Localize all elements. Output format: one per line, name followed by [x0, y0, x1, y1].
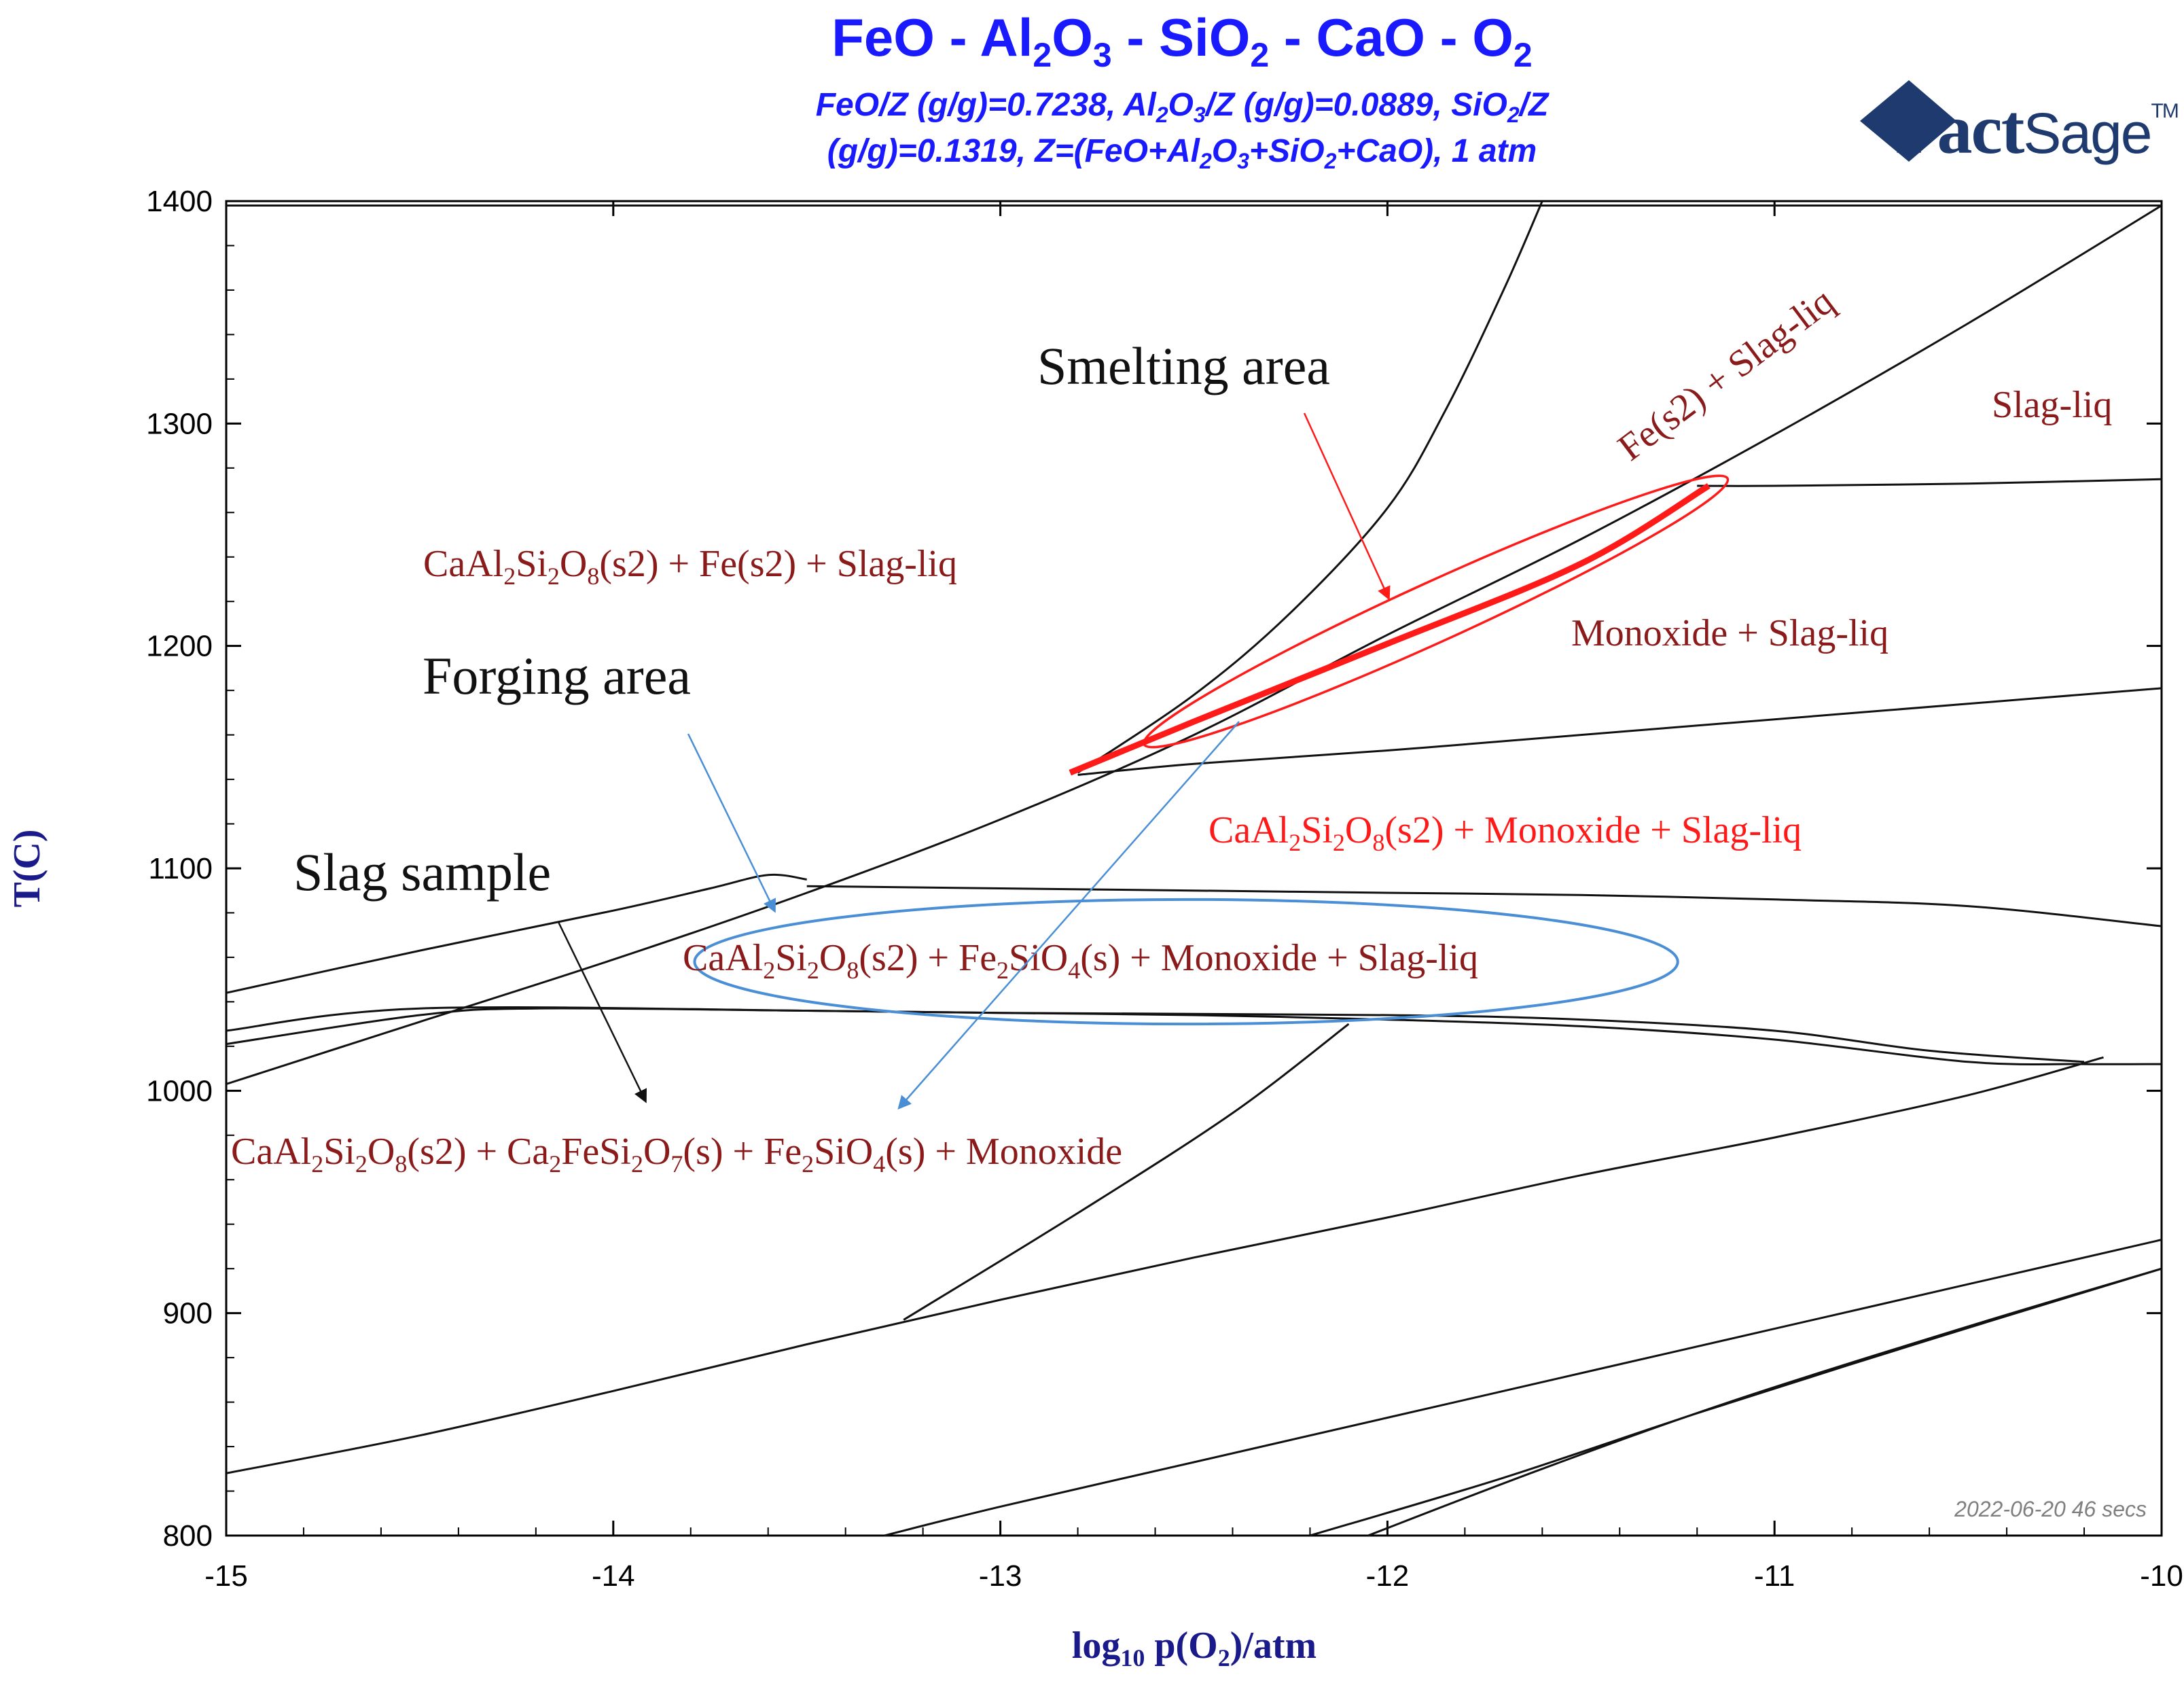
phase-boundary-line	[226, 873, 807, 994]
smelting-highlight-line	[1069, 483, 1711, 776]
x-axis-label: log10 p(O2)/atm	[1072, 1625, 1317, 1671]
y-axis-label: T(C)	[6, 829, 48, 907]
phase-label-fe-slag: Fe(s2) + Slag-liq	[1611, 280, 1842, 469]
annotation-forging-area: Forging area	[423, 646, 691, 705]
annotation-smelting-area: Smelting area	[1037, 336, 1330, 395]
smelting-area-ellipse	[1142, 474, 1730, 749]
forging-area-ellipse	[693, 898, 1679, 1026]
phase-boundary-line	[226, 1006, 2085, 1063]
tick-layer: -15 -14 -13 -12 -11 -10 800 900 1000 1100 1200 1300…	[146, 185, 2183, 1593]
chart-title: FeO - Al2O3 - SiO2 - CaO - O2	[831, 7, 1532, 74]
smelting-arrow	[1303, 412, 1391, 601]
phase-boundary-line	[1367, 1267, 2162, 1537]
phase-boundary-line	[226, 1007, 2162, 1065]
phase-boundaries	[226, 200, 2162, 1537]
phase-boundary-line	[226, 205, 2162, 1085]
phase-boundary-line	[806, 885, 2162, 927]
chart-subtitle-line-1: FeO/Z (g/g)=0.7238, Al2O3/Z (g/g)=0.0889…	[816, 87, 1550, 127]
y-tick-label: 1300	[146, 407, 213, 440]
slag-sample-arrow	[557, 921, 647, 1103]
highlight-layer	[693, 474, 1730, 1026]
phase-label-slag-liq: Slag-liq	[1992, 384, 2112, 426]
y-tick-label: 900	[163, 1297, 213, 1330]
calculation-stamp: 2022-06-20 46 secs	[1954, 1497, 2147, 1521]
y-tick-label: 1000	[146, 1074, 213, 1108]
y-tick-label: 1400	[146, 185, 213, 218]
annotation-slag-sample: Slag sample	[293, 843, 551, 902]
phase-label-monoxide-slag: Monoxide + Slag-liq	[1571, 612, 1888, 654]
x-tick-label: -12	[1366, 1559, 1410, 1593]
phase-boundary-line	[1697, 478, 2162, 487]
phase-label-ca-ca2fe-fe2sio4-monoxide: CaAl2Si2O8(s2) + Ca2FeSi2O7(s) + Fe2SiO4…	[231, 1131, 1122, 1177]
factsage-logo-mark	[1860, 80, 1956, 162]
x-tick-label: -10	[2140, 1559, 2183, 1593]
phase-label-ca-monoxide-slag: CaAl2Si2O8(s2) + Monoxide + Slag-liq	[1209, 809, 1802, 856]
phase-label-ca-fe-slag: CaAl2Si2O8(s2) + Fe(s2) + Slag-liq	[423, 543, 957, 590]
factsage-logo-text: FactSageTM	[1895, 90, 2178, 169]
phase-boundary-line	[1309, 1267, 2162, 1537]
forging-to-sample-arrow	[897, 721, 1240, 1110]
x-tick-label: -11	[1754, 1559, 1795, 1593]
factsage-logo: FactSageTM	[1860, 80, 2179, 169]
y-tick-label: 800	[163, 1519, 213, 1553]
x-tick-label: -14	[592, 1559, 635, 1593]
phase-boundary-line	[1077, 200, 1543, 774]
chart-subtitle-line-2: (g/g)=0.1319, Z=(FeO+Al2O3+SiO2+CaO), 1 …	[827, 133, 1537, 173]
y-tick-label: 1200	[146, 630, 213, 663]
phase-label-ca-fe2sio4-monoxide-slag: CaAl2Si2O8(s2) + Fe2SiO4(s) + Monoxide +…	[683, 937, 1478, 984]
phase-boundary-line	[1077, 687, 2162, 776]
y-tick-label: 1100	[148, 852, 213, 885]
phase-boundary-line	[884, 1239, 2162, 1537]
x-tick-label: -13	[979, 1559, 1022, 1593]
forging-arrow	[687, 733, 776, 913]
phase-boundary-line	[903, 1023, 1350, 1321]
phase-boundary-line	[226, 1056, 2104, 1474]
x-tick-label: -15	[204, 1559, 248, 1593]
